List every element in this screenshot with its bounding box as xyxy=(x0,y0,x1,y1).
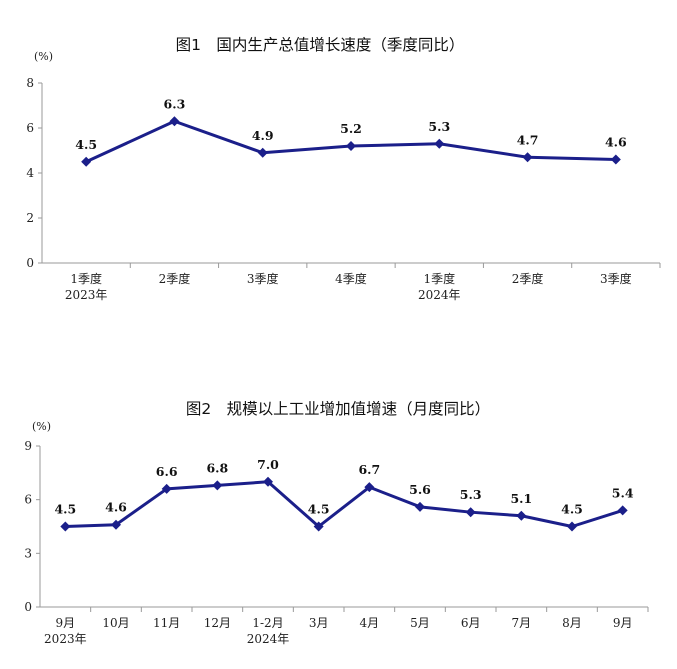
series-line xyxy=(65,480,624,528)
data-point xyxy=(263,476,273,487)
y-tick-label: 0 xyxy=(26,256,34,270)
data-label: 5.4 xyxy=(612,485,634,500)
x-tick-label: 5月 xyxy=(410,616,430,630)
data-point xyxy=(516,510,527,521)
data-point xyxy=(415,501,425,512)
data-point xyxy=(364,482,375,493)
data-label: 4.5 xyxy=(54,502,76,517)
x-tick-label: 3月 xyxy=(309,616,329,630)
data-label: 4.5 xyxy=(561,502,583,517)
data-point xyxy=(610,154,621,165)
data-point xyxy=(111,519,121,530)
data-point xyxy=(81,156,92,167)
x-tick-label: 7月 xyxy=(512,616,532,630)
x-year-label: 2024年 xyxy=(418,288,461,302)
y-tick-label: 2 xyxy=(26,211,34,225)
data-label: 4.6 xyxy=(105,500,127,515)
y-tick-label: 6 xyxy=(26,121,34,135)
y-tick-label: 4 xyxy=(26,166,34,180)
data-label: 4.7 xyxy=(517,132,539,147)
x-tick-label: 4月 xyxy=(360,616,380,630)
data-point xyxy=(434,138,445,149)
y-tick-label: 6 xyxy=(24,493,32,507)
x-year-label: 2023年 xyxy=(65,288,108,302)
data-label: 5.1 xyxy=(510,491,532,506)
data-label: 6.6 xyxy=(156,464,178,479)
data-point xyxy=(313,521,324,532)
data-point xyxy=(346,141,356,151)
gdp-growth-chart: 图1 国内生产总值增长速度（季度同比） (%) 0 2 4 6 8 1季度 2023年 2季… xyxy=(26,36,661,302)
data-label: 4.6 xyxy=(605,135,627,150)
data-point xyxy=(522,152,533,163)
data-point xyxy=(161,483,172,494)
data-point xyxy=(169,116,180,127)
x-tick-label: 10月 xyxy=(102,616,129,630)
data-label: 5.6 xyxy=(409,482,431,497)
x-year-label: 2024年 xyxy=(247,632,290,646)
x-tick-label: 2季度 xyxy=(512,271,544,286)
x-tick-label: 12月 xyxy=(204,616,231,630)
data-point xyxy=(60,521,71,532)
chart-title: 图2 规模以上工业增加值增速（月度同比） xyxy=(186,400,490,418)
y-tick-label: 3 xyxy=(24,546,32,560)
x-tick-label: 4季度 xyxy=(335,271,367,286)
data-label: 6.7 xyxy=(358,462,380,477)
y-tick-label: 9 xyxy=(24,439,32,453)
data-label: 4.5 xyxy=(75,137,97,152)
x-year-label: 2023年 xyxy=(44,632,87,646)
data-label: 6.8 xyxy=(206,460,228,475)
x-tick-label: 1季度 xyxy=(423,271,455,286)
x-tick-label: 3季度 xyxy=(247,271,279,286)
data-point xyxy=(212,480,223,491)
data-point xyxy=(617,505,628,516)
data-label: 5.3 xyxy=(460,487,482,502)
x-tick-label: 3季度 xyxy=(600,271,632,286)
data-label: 5.3 xyxy=(428,119,450,134)
y-tick-label: 0 xyxy=(24,600,32,614)
data-point xyxy=(257,147,268,158)
x-tick-label: 6月 xyxy=(461,616,481,630)
y-tick-label: 8 xyxy=(26,76,34,90)
data-point xyxy=(465,507,476,518)
x-tick-label: 2季度 xyxy=(159,271,191,286)
data-point xyxy=(567,521,577,532)
x-tick-label: 1季度 xyxy=(70,271,102,286)
chart-title: 图1 国内生产总值增长速度（季度同比） xyxy=(176,36,465,54)
data-label: 7.0 xyxy=(257,457,279,472)
x-tick-label: 1-2月 xyxy=(252,616,283,630)
x-tick-label: 9月 xyxy=(613,616,633,630)
data-label: 6.3 xyxy=(164,96,186,111)
data-label: 5.2 xyxy=(340,121,362,136)
data-label: 4.9 xyxy=(252,128,274,143)
x-tick-label: 11月 xyxy=(153,616,180,630)
data-label: 4.5 xyxy=(308,502,330,517)
x-tick-label: 9月 xyxy=(56,616,76,630)
y-unit-label: (%) xyxy=(32,420,51,433)
x-tick-label: 8月 xyxy=(562,616,582,630)
y-unit-label: (%) xyxy=(34,50,53,63)
